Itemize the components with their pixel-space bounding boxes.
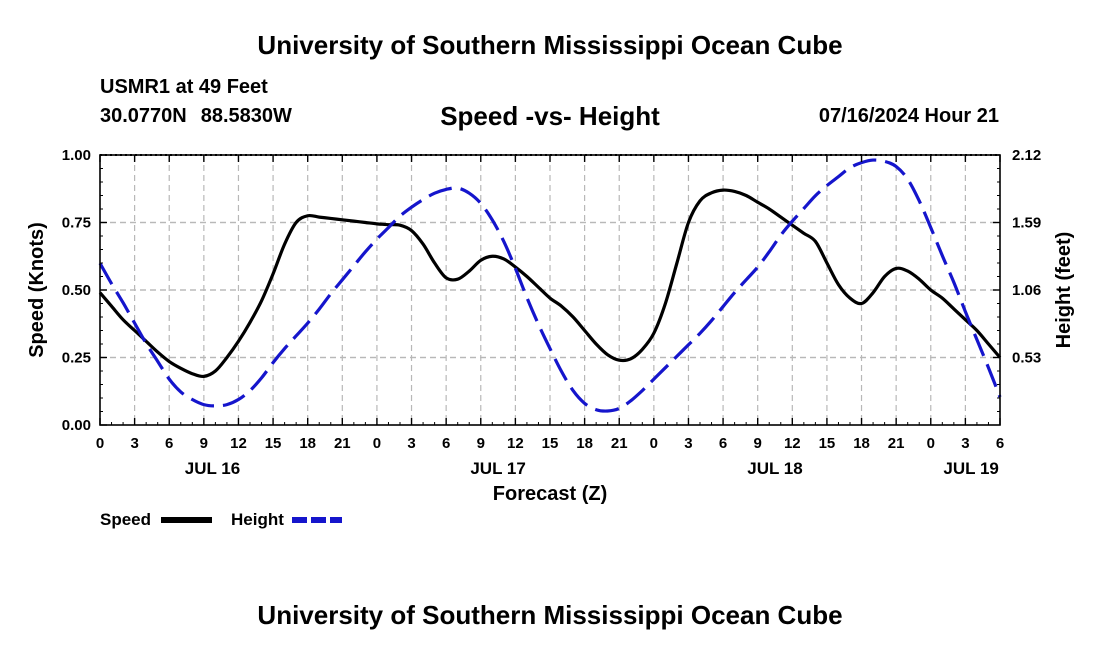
latitude-label: 30.0770N [100,105,187,127]
x-tick-label: 9 [200,435,208,452]
x-tick-label: 9 [477,435,485,452]
x-tick-label: 15 [265,435,282,452]
x-tick-label: 0 [650,435,658,452]
x-tick-label: 3 [130,435,138,452]
station-coordinates: 30.0770N 88.5830W [100,105,306,128]
x-tick-label: 6 [996,435,1004,452]
x-tick-label: 12 [507,435,524,452]
x-tick-label: 15 [542,435,559,452]
y-tick-label: 0.50 [62,282,91,299]
y2-tick-label: 1.06 [1012,282,1041,299]
axes: 0 3 6 9 12 15 18 21 0 3 6 9 12 15 18 21 0 3 6 9 12 15 18 21 0 3 6J… [62,147,1041,478]
x-tick-label: 6 [165,435,173,452]
station-label: USMR1 at 49 Feet [100,76,268,98]
y-tick-label: 0.25 [62,350,91,367]
y2-tick-label: 1.59 [1012,215,1041,232]
longitude-label: 88.5830W [200,105,292,127]
page-title: University of Southern Mississippi Ocean… [257,30,843,60]
x-tick-label: 21 [334,435,351,452]
forecast-datetime: 07/16/2024 Hour 21 [818,105,999,127]
y-tick-label: 0.75 [62,215,91,232]
x-tick-label: 12 [784,435,801,452]
y2-axis-label: Height (feet) [1053,232,1075,349]
y2-tick-label: 2.12 [1012,147,1041,164]
x-tick-label: 9 [754,435,762,452]
x-tick-label: 3 [684,435,692,452]
x-tick-label: 6 [719,435,727,452]
x-tick-label: 3 [961,435,969,452]
x-tick-label: 21 [611,435,628,452]
series-speed-line [98,188,1002,379]
footer-title: University of Southern Mississippi Ocean… [257,600,843,630]
chart-title: Speed -vs- Height [440,101,660,131]
series-lines [98,158,1002,413]
x-tick-label: 6 [442,435,450,452]
x-tick-label: 18 [853,435,870,452]
y-axis-label: Speed (Knots) [26,222,48,358]
grid-lines [100,155,1000,425]
x-day-label: JUL 19 [943,459,998,478]
x-tick-label: 0 [373,435,381,452]
x-tick-label: 3 [407,435,415,452]
x-axis-label: Forecast (Z) [493,483,607,505]
x-tick-label: 0 [927,435,935,452]
legend-height-label: Height [231,510,284,529]
x-day-label: JUL 16 [185,459,240,478]
x-tick-label: 0 [96,435,104,452]
y-tick-label: 1.00 [62,147,91,164]
y-tick-label: 0.00 [62,417,91,434]
legend: Speed Height [100,510,342,529]
x-tick-label: 18 [576,435,593,452]
x-day-label: JUL 17 [470,459,525,478]
x-tick-label: 21 [888,435,905,452]
x-day-label: JUL 18 [747,459,802,478]
legend-speed-label: Speed [100,510,151,529]
x-tick-label: 12 [230,435,247,452]
series-height-line [98,158,1002,413]
x-tick-label: 18 [299,435,316,452]
x-tick-label: 15 [819,435,836,452]
y2-tick-label: 0.53 [1012,350,1041,367]
